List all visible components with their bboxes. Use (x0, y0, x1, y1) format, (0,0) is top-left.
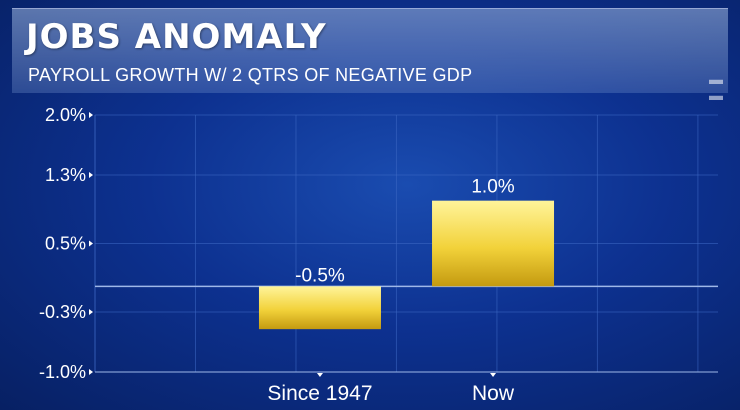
x-tick-marker (490, 373, 497, 377)
data-label: 1.0% (471, 177, 514, 198)
bar-since-1947 (258, 286, 381, 330)
gridlines (95, 114, 718, 373)
chart-title: JOBS ANOMALY (26, 17, 327, 57)
bar-now (432, 200, 555, 287)
y-tick-marker (89, 369, 93, 375)
y-tick-label: -0.3% (39, 302, 86, 322)
y-tick-label: 0.5% (45, 234, 86, 254)
bars (258, 200, 555, 330)
y-tick-label: -1.0% (39, 362, 86, 382)
chart-subtitle: PAYROLL GROWTH W/ 2 QTRS OF NEGATIVE GDP (28, 65, 473, 85)
labels: 2.0% 1.3% 0.5% -0.3% -1.0% -0.5% Since 1947 1.0… (39, 105, 515, 405)
data-label: -0.5% (295, 265, 345, 286)
decorative-lines-icon: ▬ ▬ (709, 71, 723, 103)
y-tick-label: 1.3% (45, 165, 86, 185)
y-tick-marker (89, 112, 93, 118)
axes (89, 112, 718, 377)
x-category-label: Since 1947 (267, 382, 372, 405)
y-tick-marker (89, 171, 93, 178)
chart-header: JOBS ANOMALY PAYROLL GROWTH W/ 2 QTRS OF… (12, 8, 728, 103)
x-category-label: Now (472, 382, 515, 405)
y-tick-label: 2.0% (45, 105, 86, 125)
y-tick-marker (89, 309, 93, 316)
y-tick-marker (89, 240, 93, 247)
x-tick-marker (316, 373, 323, 377)
